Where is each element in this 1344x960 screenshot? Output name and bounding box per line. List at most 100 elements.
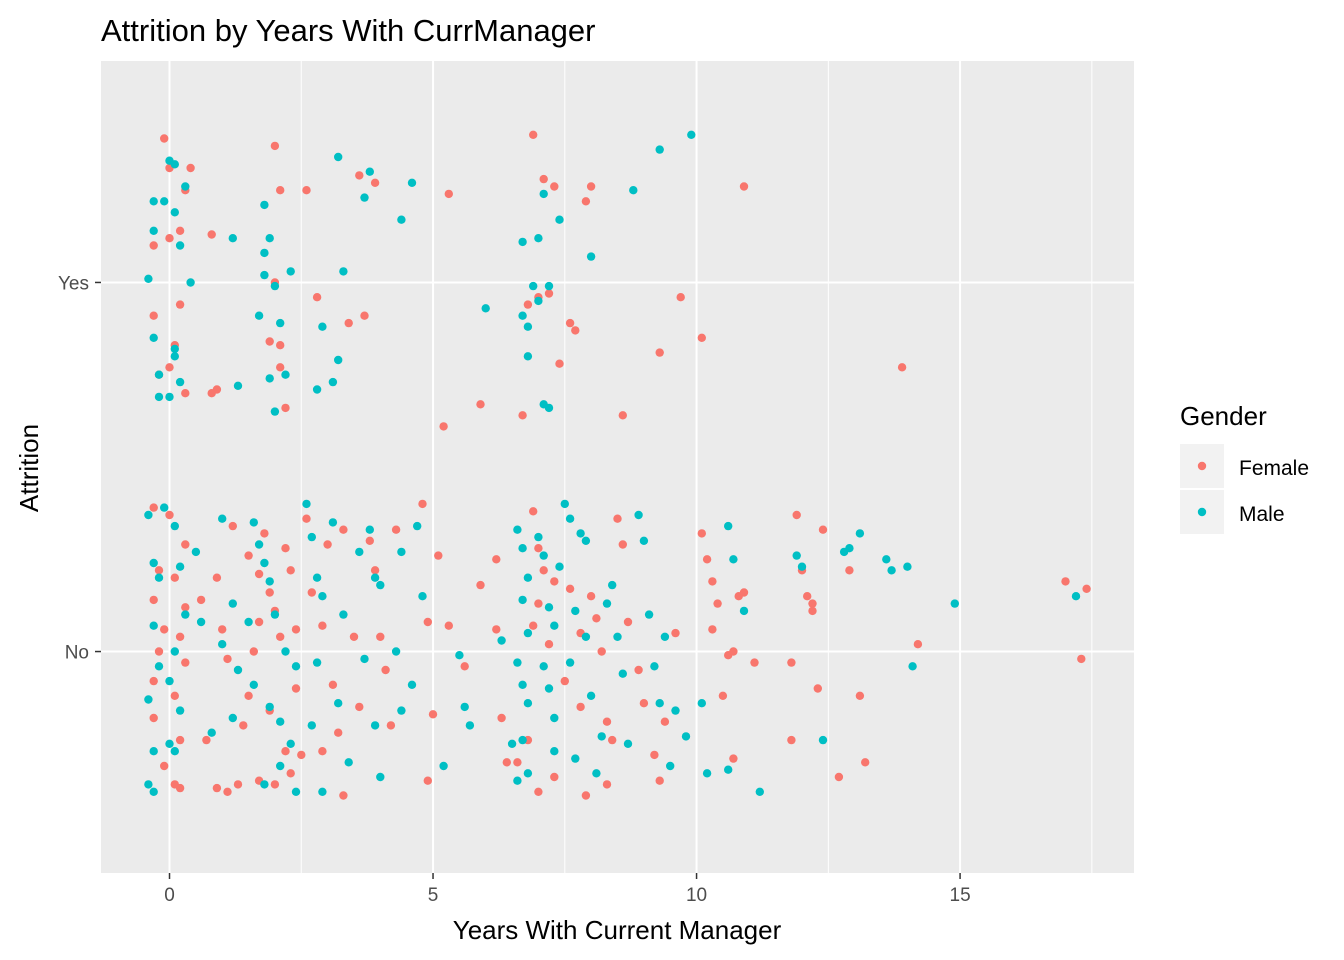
data-point-male <box>265 374 274 383</box>
data-point-female <box>613 514 622 523</box>
data-point-male <box>149 558 158 568</box>
data-point-female <box>513 758 522 767</box>
data-point-female <box>254 617 264 627</box>
data-point-male <box>360 654 369 664</box>
data-point-female <box>307 588 316 597</box>
data-point-male <box>539 189 548 199</box>
data-point-male <box>144 510 153 520</box>
data-point-male <box>365 525 374 534</box>
data-point-male <box>560 499 569 509</box>
data-point-male <box>181 182 190 191</box>
data-point-male <box>170 344 179 354</box>
data-point-male <box>550 713 559 723</box>
data-point-female <box>365 536 374 545</box>
data-point-male <box>903 562 912 571</box>
data-point-male <box>144 780 153 789</box>
data-point-female <box>318 747 327 756</box>
data-point-female <box>312 293 322 302</box>
data-point-female <box>270 141 280 151</box>
data-point-male <box>170 160 179 169</box>
data-point-male <box>608 580 617 590</box>
data-point-female <box>318 621 327 630</box>
data-point-male <box>481 304 490 313</box>
data-point-female <box>233 780 243 789</box>
data-point-male <box>218 514 227 523</box>
data-point-male <box>660 632 670 641</box>
data-point-female <box>355 702 364 712</box>
data-point-male <box>328 518 338 527</box>
data-point-male <box>165 739 174 748</box>
data-point-female <box>212 573 222 582</box>
data-point-male <box>207 728 216 737</box>
data-point-female <box>555 359 564 368</box>
data-point-male <box>260 248 269 258</box>
data-point-male <box>544 403 554 413</box>
data-point-female <box>386 721 396 730</box>
data-point-female <box>592 614 601 623</box>
data-point-male <box>312 658 322 667</box>
data-point-female <box>165 363 174 372</box>
x-tick-label: 5 <box>428 885 439 906</box>
data-point-male <box>149 226 158 235</box>
data-point-female <box>181 389 190 398</box>
data-point-male <box>149 747 158 756</box>
data-point-female <box>175 632 185 641</box>
data-point-male <box>882 555 891 564</box>
data-point-male <box>887 566 896 575</box>
data-point-female <box>729 754 738 763</box>
data-point-male <box>254 311 264 320</box>
data-point-male <box>792 551 801 560</box>
data-point-male <box>497 636 506 645</box>
data-point-female <box>181 603 190 612</box>
data-point-female <box>170 691 179 700</box>
data-point-male <box>555 562 564 571</box>
data-point-female <box>660 717 670 726</box>
data-point-male <box>565 514 575 523</box>
data-point-female <box>444 189 453 199</box>
data-point-female <box>302 514 311 523</box>
data-point-female <box>803 592 812 601</box>
data-point-male <box>249 680 258 689</box>
data-point-female <box>149 595 158 605</box>
data-point-male <box>666 761 675 771</box>
data-point-female <box>792 510 801 520</box>
data-point-male <box>529 281 538 291</box>
data-point-female <box>855 691 865 700</box>
data-point-male <box>697 699 706 708</box>
data-point-male <box>196 617 206 627</box>
data-point-male <box>181 610 190 619</box>
data-point-male <box>265 702 274 712</box>
data-point-male <box>281 647 290 656</box>
data-point-male <box>260 200 269 210</box>
data-point-male <box>518 311 527 320</box>
data-point-male <box>154 370 164 379</box>
data-point-male <box>565 658 575 667</box>
data-point-female <box>550 772 559 782</box>
data-point-male <box>276 761 285 771</box>
data-point-female <box>618 411 627 420</box>
data-point-male <box>149 621 158 630</box>
data-point-female <box>160 625 169 634</box>
data-point-male <box>523 769 533 778</box>
data-point-female <box>175 735 185 745</box>
data-point-female <box>623 617 633 627</box>
data-point-male <box>908 662 917 671</box>
data-point-male <box>724 765 733 774</box>
data-point-female <box>212 385 222 394</box>
data-point-female <box>808 599 817 608</box>
data-point-female <box>297 750 306 760</box>
data-point-male <box>571 606 580 616</box>
data-point-female <box>1082 584 1091 593</box>
data-point-female <box>355 171 364 180</box>
data-point-female <box>492 625 501 634</box>
data-point-male <box>439 761 448 771</box>
data-point-female <box>207 230 216 239</box>
data-point-female <box>586 182 596 191</box>
data-point-female <box>529 507 538 516</box>
data-point-female <box>270 780 280 789</box>
data-point-female <box>492 555 501 564</box>
data-point-male <box>518 680 527 689</box>
data-point-male <box>281 370 290 379</box>
data-point-female <box>697 333 706 342</box>
data-point-female <box>671 628 680 638</box>
